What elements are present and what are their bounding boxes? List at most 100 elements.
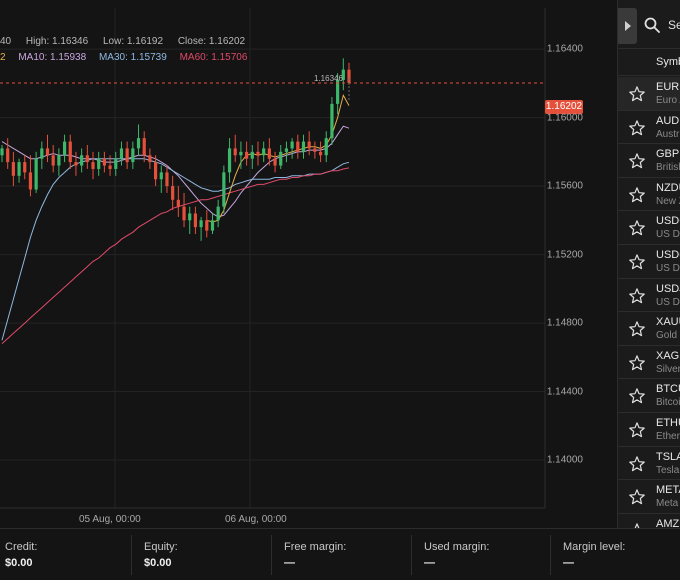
star-icon[interactable] <box>628 186 646 204</box>
star-icon[interactable] <box>628 354 646 372</box>
credit-label: Credit: <box>5 541 38 553</box>
margin-level-label: Margin level: <box>563 541 626 553</box>
star-icon[interactable] <box>628 421 646 439</box>
symbol-row[interactable]: GBPUBritish <box>618 144 680 178</box>
ma30-value: MA30: 1.15739 <box>98 52 167 63</box>
star-icon[interactable] <box>628 455 646 473</box>
symbol-search[interactable]: Se <box>638 6 680 44</box>
symbol-row[interactable]: AUDUAustr <box>618 111 680 145</box>
price-tick-label: 1.15600 <box>546 180 583 192</box>
candle-body <box>80 155 84 166</box>
symbol-name: US Do <box>656 296 680 308</box>
chart-canvas[interactable] <box>0 0 617 528</box>
price-tick-label: 1.14800 <box>546 317 583 329</box>
symbol-row[interactable]: XAGUSilver <box>618 346 680 380</box>
price-tick-label: 1.16400 <box>546 43 583 55</box>
ohlc-readout: 40 High: 1.16346 Low: 1.16192 Close: 1.1… <box>0 36 257 47</box>
credit-stat: Credit: $0.00 <box>0 529 130 580</box>
caret-right-icon <box>624 21 631 31</box>
candle-body <box>131 148 135 163</box>
candle-body <box>62 141 67 156</box>
symbol-name: Euro A <box>656 95 680 106</box>
candle-body <box>239 151 243 156</box>
account-summary-bar: Credit: $0.00 Equity: $0.00 Free margin:… <box>0 528 680 580</box>
chart-grid <box>0 8 546 509</box>
star-icon[interactable] <box>628 488 646 506</box>
used-margin-stat: Used margin: — <box>419 529 549 580</box>
candle-body <box>17 162 21 176</box>
symbol-code: XAGU <box>656 349 680 362</box>
candle-body <box>142 138 146 156</box>
equity-stat: Equity: $0.00 <box>139 529 269 580</box>
candle-body <box>233 148 237 156</box>
ma30-line <box>1 158 350 341</box>
symbol-code: AMZN <box>656 517 680 528</box>
candle-body <box>193 213 198 228</box>
symbol-row[interactable]: BTCUBitcoi <box>618 379 680 413</box>
divider <box>411 535 412 575</box>
moving-average-lines <box>1 93 350 344</box>
symbol-row[interactable]: USDCUS Do <box>618 211 680 245</box>
symbol-row[interactable]: NZDUNew Z <box>618 178 680 212</box>
symbol-row[interactable]: USDJUS Do <box>618 279 680 313</box>
symbol-row[interactable]: ETHU Ether <box>618 413 680 447</box>
candle-body <box>51 155 55 166</box>
collapse-panel-button[interactable] <box>618 8 637 44</box>
symbol-row[interactable]: XAUUGold <box>618 312 680 346</box>
candle-body <box>336 79 340 104</box>
divider <box>550 535 551 575</box>
search-icon <box>644 17 660 33</box>
time-tick-label: 06 Aug, 00:00 <box>225 514 287 525</box>
symbols-header-label: Symb <box>656 56 680 68</box>
candle-body <box>102 158 106 166</box>
candle-body <box>245 151 249 159</box>
symbol-code: USDJ <box>656 282 680 295</box>
symbol-name: US Do <box>656 229 680 241</box>
star-icon[interactable] <box>628 253 646 271</box>
star-icon[interactable] <box>628 387 646 405</box>
ma10-line <box>1 125 350 218</box>
star-icon[interactable] <box>628 85 646 103</box>
candle-body <box>284 148 289 152</box>
candle-body <box>45 148 50 156</box>
divider <box>271 535 272 575</box>
price-chart[interactable]: 40 High: 1.16346 Low: 1.16192 Close: 1.1… <box>0 0 617 528</box>
symbol-row[interactable]: USDCUS Do <box>618 245 680 279</box>
search-placeholder: Se <box>668 18 680 32</box>
symbol-name: Meta <box>656 498 679 510</box>
star-icon[interactable] <box>628 320 646 338</box>
symbol-row[interactable]: EURU Euro A <box>618 77 680 111</box>
symbol-name: Tesla <box>656 464 680 476</box>
candle-body <box>324 138 328 156</box>
price-tick-label: 1.15200 <box>546 249 583 261</box>
symbol-row[interactable]: METAMeta <box>618 480 680 514</box>
candle-body <box>34 158 38 190</box>
symbol-code: ETHU <box>656 417 680 429</box>
time-tick-label: 05 Aug, 00:00 <box>79 514 141 525</box>
candle-body <box>279 151 283 166</box>
candle-body <box>114 158 118 169</box>
current-price-badge: 1.16202 <box>545 100 583 114</box>
candle-body <box>91 162 95 169</box>
symbol-row[interactable]: AMZN <box>618 514 680 528</box>
star-icon[interactable] <box>628 152 646 170</box>
candle-body <box>119 148 124 159</box>
symbol-code: GBPU <box>656 148 680 161</box>
symbol-row[interactable]: TSLATesla <box>618 447 680 481</box>
equity-label: Equity: <box>144 541 178 553</box>
free-margin-stat: Free margin: — <box>279 529 409 580</box>
candle-body <box>85 155 89 163</box>
symbol-name: US Do <box>656 263 680 274</box>
ma10-value: MA10: 1.15938 <box>18 52 87 63</box>
candle-body <box>341 69 345 80</box>
star-icon[interactable] <box>628 287 646 305</box>
star-icon[interactable] <box>628 119 646 137</box>
high-value: High: 1.16346 <box>25 36 89 47</box>
candle-body <box>136 138 141 149</box>
candle-body <box>153 162 158 180</box>
candle-body <box>125 148 129 163</box>
margin-level-value: — <box>563 557 574 569</box>
star-icon[interactable] <box>628 219 646 237</box>
low-value: Low: 1.16192 <box>102 36 164 47</box>
used-margin-value: — <box>424 557 435 569</box>
